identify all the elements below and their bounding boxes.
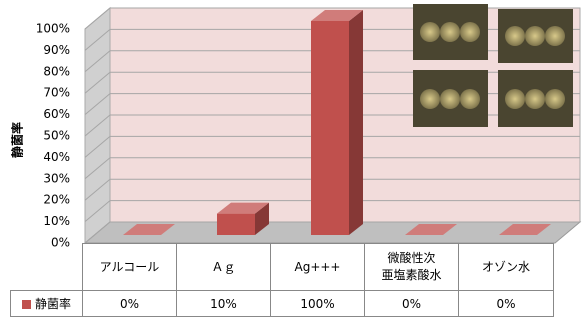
y-tick-label: 30% [43,171,70,185]
value-label: 0% [83,291,177,317]
y-tick-label: 40% [43,150,70,164]
y-tick-label: 50% [43,129,70,143]
y-tick-label: 80% [43,64,70,78]
bar [311,10,363,235]
category-label: Ａｇ [177,244,271,291]
bar-side [349,10,363,235]
y-tick-label: 20% [43,193,70,207]
y-axis-label: 静菌率 [10,122,25,158]
value-label: 10% [177,291,271,317]
y-tick-label: 60% [43,107,70,121]
category-label: オゾン水 [459,244,554,291]
value-label: 0% [365,291,459,317]
legend-label: 静菌率 [35,297,71,311]
page: {"chart_data": {"type": "bar", "y_label"… [0,0,585,318]
y-tick-label: 100% [36,22,70,36]
value-label: 100% [271,291,365,317]
value-label: 0% [459,291,554,317]
bar-front [311,21,349,235]
category-label: アルコール [83,244,177,291]
y-tick-label: 90% [43,43,70,57]
y-tick-label: 70% [43,86,70,100]
category-label: 微酸性次 亜塩素酸水 [365,244,459,291]
legend-swatch [22,300,31,309]
bar-front [217,214,255,235]
y-tick-label: 10% [43,214,70,228]
category-label: Ag+++ [271,244,365,291]
